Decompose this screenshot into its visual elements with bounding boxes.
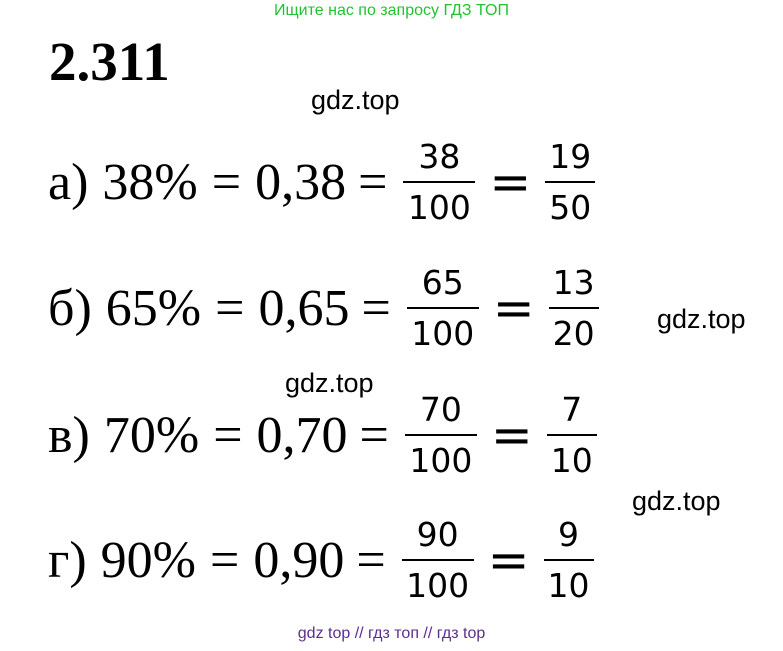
equation-row-v: в) 70% = 0,70 = 70 100 = 7 10 <box>48 385 601 485</box>
equation-row-a: а) 38% = 0,38 = 38 100 = 19 50 <box>48 132 599 232</box>
denominator: 100 <box>403 181 476 224</box>
numerator: 13 <box>552 263 595 302</box>
percent-value: 65% <box>105 279 202 337</box>
denominator: 20 <box>548 307 599 350</box>
fraction-reduced: 7 10 <box>546 390 597 477</box>
equation-row-g: г) 90% = 0,90 = 90 100 = 9 10 <box>48 510 598 610</box>
percent-value: 90% <box>100 531 196 589</box>
equals-sign: = <box>359 406 389 464</box>
fraction-unreduced: 38 100 <box>403 137 476 224</box>
row-label: а) <box>48 153 89 211</box>
decimal-value: 0,65 <box>258 279 350 337</box>
watermark-2: gdz.top <box>657 304 746 334</box>
footer-links: gdz top // гдз топ // гдз top <box>297 625 486 642</box>
fraction-unreduced: 65 100 <box>406 263 479 350</box>
equals-sign: = <box>215 279 245 337</box>
numerator: 38 <box>418 137 461 176</box>
equation-row-b: б) 65% = 0,65 = 65 100 = 13 20 <box>48 258 603 358</box>
denominator: 100 <box>401 559 474 602</box>
equals-sign: = <box>489 153 532 211</box>
equals-sign: = <box>209 531 240 589</box>
problem-number: 2.311 <box>49 31 170 92</box>
denominator: 100 <box>406 307 479 350</box>
watermark-4: gdz.top <box>632 486 721 516</box>
fraction-reduced: 13 20 <box>548 263 599 350</box>
fraction-reduced: 9 10 <box>543 515 594 602</box>
decimal-value: 0,70 <box>256 406 348 464</box>
row-label: б) <box>48 279 92 337</box>
numerator: 7 <box>561 390 583 429</box>
fraction-unreduced: 70 100 <box>404 390 477 477</box>
equals-sign: = <box>487 531 530 589</box>
top-banner: Ищите нас по запросу ГДЗ ТОП <box>274 2 509 19</box>
decimal-value: 0,38 <box>255 153 347 211</box>
equals-sign: = <box>490 406 533 464</box>
watermark-3: gdz.top <box>285 368 374 398</box>
numerator: 65 <box>421 263 464 302</box>
equals-sign: = <box>492 279 535 337</box>
watermark-1: gdz.top <box>311 85 400 115</box>
fraction-unreduced: 90 100 <box>401 515 474 602</box>
row-label: в) <box>48 406 90 464</box>
numerator: 90 <box>416 515 459 554</box>
fraction-reduced: 19 50 <box>545 137 596 224</box>
numerator: 9 <box>558 515 580 554</box>
percent-value: 70% <box>103 406 200 464</box>
denominator: 10 <box>543 559 594 602</box>
denominator: 50 <box>545 181 596 224</box>
denominator: 100 <box>404 434 477 477</box>
equals-sign: = <box>211 153 242 211</box>
row-label: г) <box>48 531 87 589</box>
numerator: 70 <box>419 390 462 429</box>
numerator: 19 <box>549 137 592 176</box>
denominator: 10 <box>546 434 597 477</box>
decimal-value: 0,90 <box>253 531 345 589</box>
equals-sign: = <box>361 279 391 337</box>
equals-sign: = <box>213 406 243 464</box>
equals-sign: = <box>356 531 386 589</box>
equals-sign: = <box>358 153 388 211</box>
percent-value: 38% <box>102 153 198 211</box>
